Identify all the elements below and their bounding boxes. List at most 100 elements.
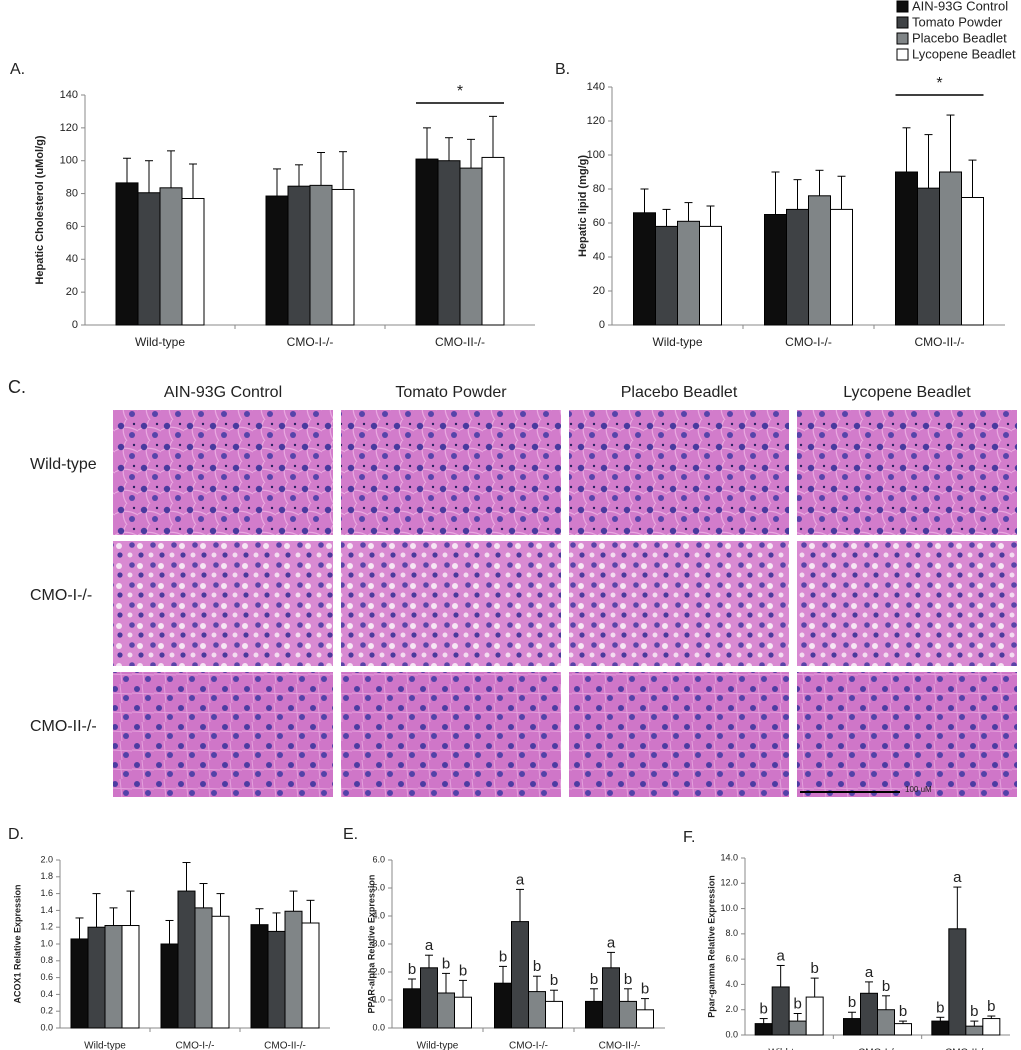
x-tick-label: CMO-I-/- [785, 335, 832, 349]
y-axis-title: Hepatic lipid (mg/g) [577, 155, 589, 257]
micrograph [797, 672, 1017, 797]
bar [655, 225, 678, 326]
bar [602, 967, 620, 1029]
significance-letter: b [848, 994, 856, 1011]
significance-letter: b [810, 960, 818, 977]
y-tick-label: 0.0 [40, 1022, 53, 1032]
bar [420, 967, 438, 1029]
y-tick-label: 3.0 [372, 938, 385, 948]
significance-letter: a [516, 871, 525, 888]
x-tick-label: Wild-type [652, 335, 702, 349]
bar [265, 195, 289, 326]
bar [982, 1018, 1001, 1036]
y-axis-title: Hepatic Cholesterol (uMol/g) [34, 135, 46, 284]
panel-label: E. [343, 826, 358, 843]
significance-letter: b [987, 998, 995, 1015]
significance-letter: b [550, 972, 558, 989]
legend-label: Placebo Beadlet [912, 30, 1007, 45]
y-tick-label: 40 [66, 253, 78, 265]
micrograph [341, 410, 561, 535]
x-tick-label: CMO-II-/- [599, 1041, 641, 1050]
micrograph [569, 541, 789, 666]
bar [115, 182, 139, 326]
significance-letter: a [607, 934, 616, 951]
y-axis-title: Ppar-gamma Relative Expression [706, 875, 716, 1018]
x-tick-label: CMO-I-/- [176, 1041, 215, 1050]
bar [948, 928, 967, 1036]
micrograph [341, 672, 561, 797]
panel-label: D. [8, 826, 24, 843]
x-tick-label: CMO-II-/- [945, 1048, 987, 1050]
bar [194, 907, 213, 1029]
bar [771, 986, 790, 1036]
legend-label: AIN-93G Control [912, 0, 1008, 13]
y-tick-label: 80 [593, 183, 605, 195]
bar [481, 156, 505, 326]
bar [267, 930, 286, 1029]
legend-swatch [896, 16, 909, 29]
significance-letter: b [533, 958, 541, 975]
significance-letter: a [953, 869, 962, 886]
y-tick-label: 4.0 [372, 910, 385, 920]
y-tick-label: 140 [587, 81, 605, 93]
significance-letter: b [459, 962, 467, 979]
column-header: AIN-93G Control [164, 384, 282, 401]
y-tick-label: 40 [593, 251, 605, 263]
bar [511, 921, 529, 1029]
x-tick-label: CMO-I-/- [287, 335, 334, 349]
x-tick-label: Wild-type [768, 1048, 810, 1050]
y-tick-label: 0.0 [725, 1029, 738, 1039]
x-tick-label: CMO-I-/- [858, 1048, 897, 1050]
y-tick-label: 140 [60, 89, 78, 101]
bar [87, 926, 106, 1029]
y-tick-label: 0.0 [372, 1022, 385, 1032]
micrograph [569, 410, 789, 535]
y-axis-title: ACOX1 Relative Expression [12, 884, 22, 1003]
significance-letter: b [624, 971, 632, 988]
bar [636, 1009, 654, 1029]
bar [699, 225, 722, 326]
y-tick-label: 6.0 [725, 954, 738, 964]
bar [415, 158, 439, 326]
significance-letter: b [408, 961, 416, 978]
bar [545, 1000, 563, 1029]
y-tick-label: 1.0 [40, 938, 53, 948]
bar [895, 171, 918, 326]
row-label: CMO-II-/- [30, 718, 97, 735]
y-tick-label: 120 [60, 122, 78, 134]
legend-swatch [896, 48, 909, 61]
y-tick-label: 10.0 [720, 903, 738, 913]
legend-label: Tomato Powder [912, 14, 1003, 29]
legend-swatch [896, 0, 909, 13]
micrograph [797, 410, 1017, 535]
y-tick-label: 120 [587, 115, 605, 127]
bar [917, 187, 940, 326]
micrograph [113, 541, 333, 666]
bar [287, 185, 311, 326]
y-tick-label: 100 [60, 155, 78, 167]
bar [211, 915, 230, 1029]
bar [181, 198, 205, 326]
bar [808, 195, 831, 326]
y-tick-label: 60 [66, 220, 78, 232]
bar [301, 922, 320, 1029]
legend-label: Lycopene Beadlet [912, 46, 1016, 61]
micrograph [341, 541, 561, 666]
bar [177, 890, 196, 1029]
bar [159, 187, 183, 326]
bar [437, 160, 461, 326]
y-tick-label: 60 [593, 217, 605, 229]
bar [331, 188, 355, 326]
bar [764, 214, 787, 326]
row-label: CMO-I-/- [30, 587, 92, 604]
y-axis-title: PPAR-alpha Relative Expression [366, 875, 376, 1014]
significance-letter: b [641, 981, 649, 998]
bar [309, 184, 333, 326]
column-header: Lycopene Beadlet [843, 384, 971, 401]
bar [843, 1018, 861, 1036]
y-tick-label: 1.6 [40, 888, 53, 898]
y-tick-label: 1.2 [40, 922, 53, 932]
x-tick-label: Wild-type [417, 1041, 459, 1050]
